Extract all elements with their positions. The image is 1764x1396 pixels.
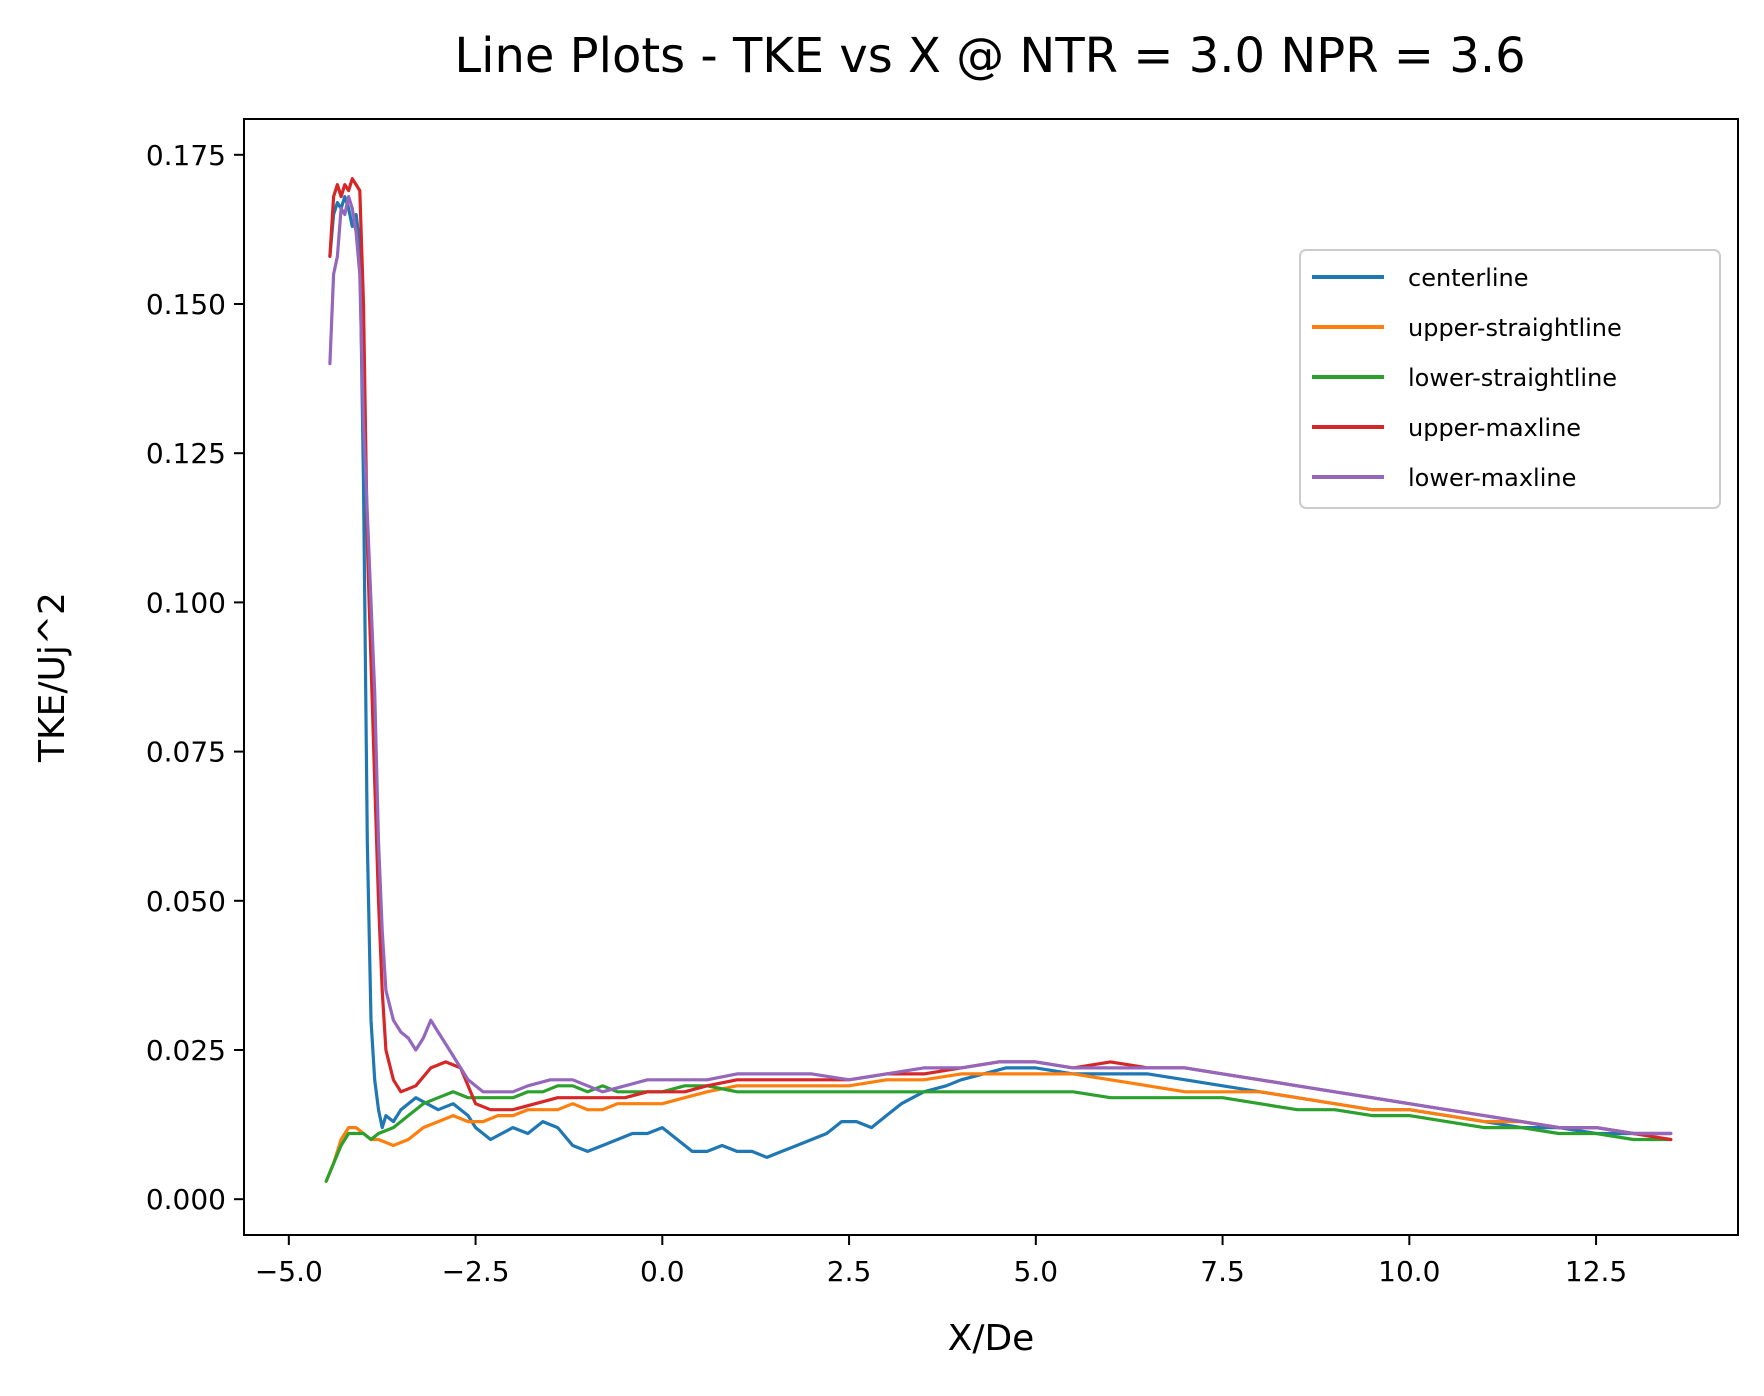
y-tick-label: 0.125 (146, 437, 226, 470)
legend-label-upper-maxline: upper-maxline (1408, 414, 1581, 442)
series-layer (324, 177, 1673, 1183)
plot-frame (243, 118, 1739, 1236)
legend-label-lower-maxline: lower-maxline (1408, 464, 1576, 492)
y-tick-label: 0.150 (146, 288, 226, 321)
chart-title: Line Plots - TKE vs X @ NTR = 3.0 NPR = … (454, 28, 1525, 84)
x-tick-label: 0.0 (640, 1255, 685, 1288)
y-axis-label: TKE/Uj^2 (32, 592, 73, 763)
series-line-upper-straightline (324, 1072, 1673, 1183)
x-tick-label: −5.0 (255, 1255, 323, 1288)
y-tick-label: 0.100 (146, 586, 226, 619)
legend-label-centerline: centerline (1408, 264, 1529, 292)
series-line-lower-maxline (328, 195, 1673, 1136)
legend-label-lower-straightline: lower-straightline (1408, 364, 1617, 392)
x-tick-label: 7.5 (1200, 1255, 1245, 1288)
series-line-centerline (328, 195, 1673, 1160)
x-axis-ticks: −5.0 −2.5 0.0 2.5 5.0 7.5 10.0 12.5 (255, 1235, 1627, 1288)
legend-items: centerline upper-straightline lower-straig… (1312, 264, 1622, 492)
y-tick-label: 0.025 (146, 1034, 226, 1067)
y-tick-label: 0.175 (146, 139, 226, 172)
x-tick-label: 5.0 (1014, 1255, 1059, 1288)
x-tick-label: 10.0 (1378, 1255, 1440, 1288)
y-tick-label: 0.075 (146, 736, 226, 769)
legend-frame (1299, 249, 1721, 509)
y-tick-label: 0.000 (146, 1183, 226, 1216)
x-axis-label: X/De (948, 1318, 1035, 1359)
x-tick-label: 2.5 (827, 1255, 872, 1288)
y-axis-ticks: 0.000 0.025 0.050 0.075 0.100 0.125 0.150 0.175 (146, 139, 244, 1216)
legend-label-upper-straightline: upper-straightline (1408, 314, 1622, 342)
legend: centerline upper-straightline lower-straig… (1299, 249, 1721, 509)
y-tick-label: 0.050 (146, 885, 226, 918)
series-line-lower-straightline (324, 1084, 1673, 1183)
x-tick-label: 12.5 (1565, 1255, 1627, 1288)
x-tick-label: −2.5 (442, 1255, 510, 1288)
